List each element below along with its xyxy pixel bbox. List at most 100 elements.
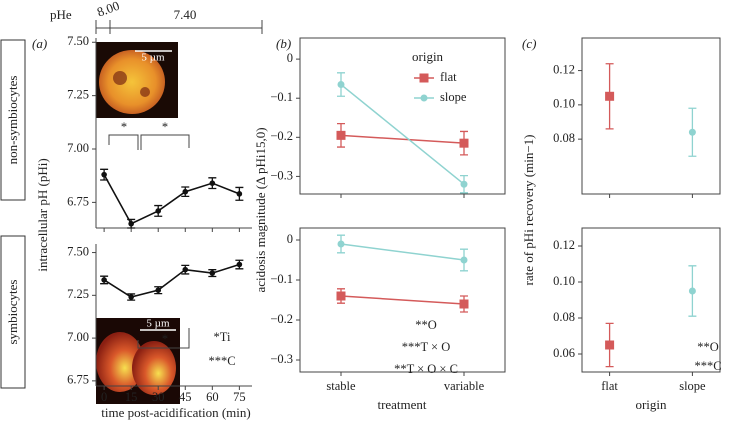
- point: [688, 287, 696, 295]
- y-tick-label: 6.75: [67, 373, 89, 387]
- plot-frame: [581, 227, 721, 373]
- point: [236, 261, 243, 268]
- point: [337, 240, 345, 248]
- point: [605, 91, 615, 101]
- x-axis-label: time post-acidification (min): [101, 405, 250, 420]
- row-label: symbiocytes: [5, 280, 20, 345]
- annotation: **O: [415, 318, 437, 332]
- annotation: *Ti: [214, 330, 231, 344]
- cell-detail: [140, 87, 150, 97]
- point: [460, 256, 468, 264]
- y-tick-label: 6.75: [67, 194, 89, 208]
- legend-label: slope: [440, 90, 467, 104]
- y-tick-label: 0.08: [553, 310, 575, 324]
- y-tick-label: 0.10: [553, 274, 575, 288]
- annotation: *: [162, 120, 168, 134]
- y-axis-label: acidosis magnitude (Δ pHi15,0): [253, 127, 268, 292]
- legend-title: origin: [412, 49, 444, 64]
- y-tick-label: 0.10: [553, 97, 575, 111]
- x-tick-label: variable: [444, 379, 485, 393]
- point: [128, 294, 134, 300]
- line: [340, 295, 465, 305]
- x-tick-label: 0: [101, 390, 107, 404]
- plot-frame: [299, 37, 506, 195]
- y-tick-label: 0.12: [553, 62, 575, 76]
- x-tick-label: 15: [125, 390, 138, 404]
- y-tick-label: 7.25: [67, 287, 89, 301]
- x-tick-label: slope: [679, 379, 706, 393]
- row-label: non-symbiocytes: [5, 76, 20, 165]
- point: [420, 94, 428, 102]
- y-tick-label: 7.00: [67, 141, 89, 155]
- y-tick-label: −0.2: [270, 129, 293, 143]
- x-axis-label: treatment: [377, 397, 426, 412]
- point: [155, 287, 162, 293]
- x-tick-label: flat: [601, 379, 618, 393]
- point: [209, 270, 216, 276]
- y-tick-label: 7.25: [67, 88, 89, 102]
- cell: [132, 341, 176, 395]
- line: [103, 174, 240, 225]
- annotation: ***C: [208, 354, 235, 368]
- scale-label: 5 µm: [141, 52, 165, 64]
- cell: [99, 50, 165, 114]
- y-tick-label: 0.12: [553, 238, 575, 252]
- y-tick-label: −0.2: [270, 312, 293, 326]
- point: [336, 291, 346, 301]
- line: [340, 134, 465, 144]
- point: [155, 208, 162, 214]
- y-tick-label: −0.3: [270, 168, 293, 182]
- annotation: ***T × O: [402, 340, 451, 354]
- panel-label: (a): [32, 36, 47, 51]
- annotation: **O: [697, 340, 719, 354]
- y-tick-label: 0.06: [553, 346, 575, 360]
- point: [337, 81, 345, 89]
- panel-label: (c): [522, 36, 536, 51]
- annotation: **T × O × C: [394, 362, 458, 376]
- annotation: *: [121, 120, 127, 134]
- legend-label: flat: [440, 70, 457, 84]
- point: [182, 188, 189, 195]
- y-tick-label: 0: [287, 51, 293, 65]
- y-tick-label: 0.08: [553, 131, 575, 145]
- point: [688, 128, 696, 136]
- plot-frame: [299, 227, 506, 373]
- plot-frame: [581, 37, 721, 195]
- point: [460, 180, 468, 188]
- line: [340, 243, 465, 261]
- significance-bracket: [137, 328, 190, 349]
- y-tick-label: 7.50: [67, 244, 89, 258]
- y-axis-label: rate of pHi recovery (min−1): [521, 135, 536, 286]
- y-tick-label: −0.1: [270, 90, 293, 104]
- point: [419, 73, 429, 83]
- cell-detail: [113, 71, 127, 85]
- annotation: *: [162, 332, 168, 346]
- point: [336, 130, 346, 140]
- line: [103, 263, 240, 298]
- cell: [96, 332, 144, 392]
- line: [340, 83, 465, 185]
- scale-label: 5 µm: [146, 318, 170, 330]
- point: [101, 277, 107, 283]
- y-tick-label: −0.3: [270, 352, 293, 366]
- point: [128, 220, 134, 227]
- phe-label: pHe: [50, 7, 72, 22]
- point: [459, 138, 469, 148]
- x-axis-label: origin: [635, 397, 667, 412]
- y-tick-label: −0.1: [270, 272, 293, 286]
- y-axis-label: intracellular pH (pHi): [35, 158, 50, 271]
- row-box: [0, 39, 26, 201]
- x-tick-label: 45: [179, 390, 192, 404]
- phe-value: 7.40: [174, 7, 197, 22]
- point: [459, 299, 469, 309]
- x-tick-label: stable: [326, 379, 356, 393]
- point: [101, 171, 107, 178]
- x-tick-label: 30: [152, 390, 165, 404]
- phe-value: 8.00: [95, 0, 122, 20]
- point: [236, 191, 243, 197]
- panel-label: (b): [276, 36, 291, 51]
- significance-bracket: [108, 134, 190, 150]
- x-tick-label: 75: [233, 390, 246, 404]
- annotation: ***C: [694, 359, 721, 373]
